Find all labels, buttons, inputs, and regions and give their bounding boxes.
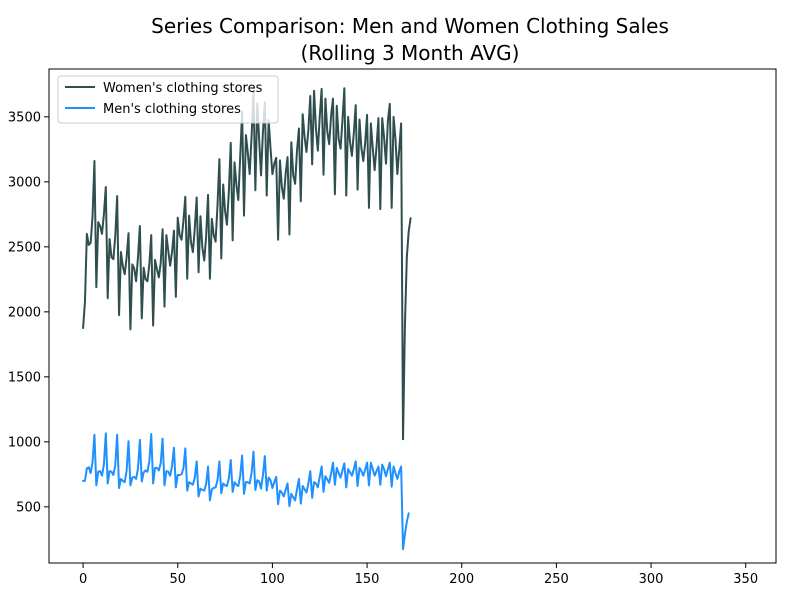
x-tick-label: 0 xyxy=(79,572,87,587)
x-tick-label: 200 xyxy=(449,572,474,587)
series-line-womens xyxy=(82,87,412,441)
y-tick-label: 3500 xyxy=(8,110,41,125)
legend-box xyxy=(57,75,279,124)
x-tick-label: 50 xyxy=(169,572,186,587)
series-line-mens xyxy=(82,432,410,551)
y-tick-label: 2500 xyxy=(8,240,41,255)
x-tick-label: 100 xyxy=(260,572,285,587)
plot-frame xyxy=(48,68,777,564)
y-axis: 500 1000 1500 2000 2500 3000 3500 xyxy=(8,110,49,515)
y-tick-label: 500 xyxy=(16,500,41,515)
legend: Women's clothing stores Men's clothing s… xyxy=(57,75,279,124)
chart-subtitle-line: (Rolling 3 Month AVG) xyxy=(301,41,520,65)
y-tick-label: 3000 xyxy=(8,175,41,190)
x-tick-label: 250 xyxy=(544,572,569,587)
x-tick-label: 300 xyxy=(639,572,664,587)
x-tick-label: 350 xyxy=(733,572,758,587)
legend-label-womens: Women's clothing stores xyxy=(103,81,263,96)
chart-title-line: Series Comparison: Men and Women Clothin… xyxy=(151,14,669,38)
legend-label-mens: Men's clothing stores xyxy=(103,102,241,117)
y-tick-label: 1500 xyxy=(8,370,41,385)
x-axis: 0 50 100 150 200 250 300 350 xyxy=(79,563,758,587)
chart-title: Series Comparison: Men and Women Clothin… xyxy=(151,14,669,65)
y-tick-label: 2000 xyxy=(8,305,41,320)
x-tick-label: 150 xyxy=(355,572,380,587)
series-layer xyxy=(82,87,412,551)
y-tick-label: 1000 xyxy=(8,435,41,450)
